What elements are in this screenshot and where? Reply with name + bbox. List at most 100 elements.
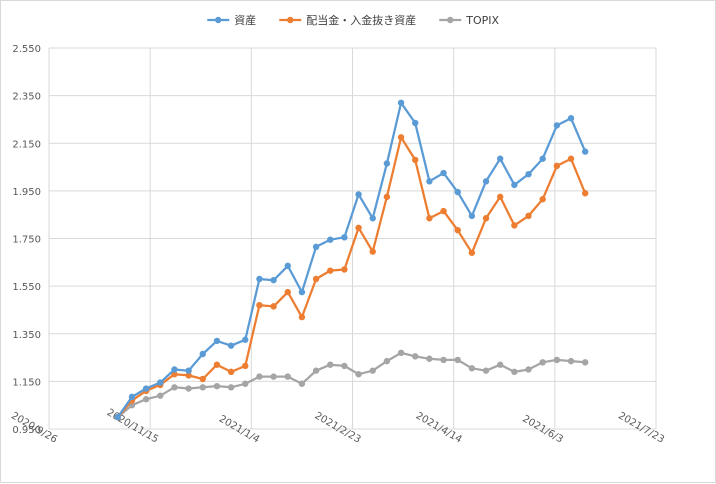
data-point — [497, 193, 504, 201]
data-point — [270, 276, 277, 284]
data-point — [440, 356, 447, 364]
series-layer — [114, 99, 589, 421]
series-line — [116, 136, 587, 418]
data-point — [213, 382, 221, 390]
data-point — [114, 413, 121, 421]
data-point — [199, 375, 206, 383]
data-point — [327, 236, 334, 243]
data-point — [525, 212, 532, 220]
y-tick-label: 2.350 — [12, 92, 41, 103]
data-point — [270, 373, 277, 380]
y-tick-label: 0.950 — [12, 425, 41, 436]
series-2 — [114, 349, 589, 421]
data-point — [284, 288, 291, 296]
data-point — [511, 222, 518, 229]
data-point — [312, 275, 320, 283]
data-point — [468, 365, 476, 372]
y-tick-label: 1.350 — [12, 330, 41, 341]
data-point — [256, 301, 263, 309]
data-point — [256, 373, 263, 380]
series-line — [117, 351, 586, 418]
data-point — [412, 119, 419, 127]
data-point — [397, 99, 405, 106]
data-point — [567, 115, 575, 122]
data-point — [383, 160, 391, 167]
data-point — [171, 371, 178, 378]
data-point — [468, 212, 476, 220]
data-point — [369, 248, 376, 255]
data-point — [539, 155, 546, 162]
data-point — [227, 342, 235, 349]
y-axis-tick-labels: 0.950 1.150 1.350 1.550 1.750 1.950 2.150 2.350… — [12, 44, 41, 436]
data-point — [171, 384, 178, 391]
data-point — [242, 380, 249, 387]
data-point — [312, 243, 320, 251]
series-1 — [114, 134, 589, 421]
legend-marker — [447, 16, 454, 24]
data-point — [242, 362, 249, 370]
legend-label: 資産 — [234, 14, 256, 27]
data-point — [397, 134, 405, 141]
data-point — [185, 372, 192, 379]
data-point — [539, 359, 546, 366]
data-point — [185, 367, 192, 374]
data-point — [142, 385, 150, 392]
y-tick-label: 2.550 — [12, 44, 41, 55]
legend-item: 資産 — [207, 14, 256, 27]
data-point — [567, 357, 575, 365]
data-point — [482, 367, 490, 374]
data-point — [227, 368, 235, 376]
x-tick-label: 2021/7/23 — [616, 410, 666, 445]
data-point — [270, 303, 277, 310]
data-point — [199, 350, 206, 358]
data-point — [440, 169, 447, 177]
data-point — [327, 361, 334, 368]
data-point — [185, 385, 192, 392]
y-tick-label: 2.150 — [12, 139, 41, 150]
data-point — [142, 396, 150, 403]
data-point — [298, 380, 306, 387]
data-point — [497, 361, 504, 368]
data-point — [426, 355, 433, 362]
data-point — [341, 362, 348, 370]
legend-item: TOPIX — [439, 14, 500, 27]
series-line — [116, 101, 587, 418]
data-point — [383, 357, 391, 365]
data-point — [482, 215, 490, 222]
series-0 — [114, 99, 589, 421]
data-point — [412, 353, 419, 360]
data-point — [256, 275, 263, 283]
data-point — [454, 356, 461, 364]
data-point — [171, 366, 178, 373]
data-point — [482, 178, 490, 185]
data-point — [199, 384, 206, 391]
data-point — [355, 371, 362, 378]
data-point — [128, 393, 136, 401]
data-point — [284, 262, 291, 270]
data-point — [581, 148, 589, 155]
data-point — [511, 181, 518, 189]
data-point — [341, 266, 348, 273]
data-point — [440, 207, 447, 215]
data-point — [157, 392, 164, 399]
y-tick-label: 1.950 — [12, 187, 41, 198]
data-point — [341, 234, 348, 241]
y-tick-label: 1.150 — [12, 377, 41, 388]
data-point — [355, 191, 362, 198]
data-point — [397, 349, 405, 356]
data-point — [525, 366, 532, 373]
gridlines — [48, 47, 657, 430]
y-tick-label: 1.750 — [12, 235, 41, 246]
data-point — [426, 215, 433, 222]
data-point — [213, 337, 221, 345]
data-point — [553, 356, 561, 364]
y-tick-label: 1.550 — [12, 282, 41, 293]
x-tick-label: 2020/11/15 — [105, 407, 160, 445]
data-point — [567, 155, 575, 162]
data-point — [369, 215, 376, 222]
legend-marker — [287, 16, 294, 24]
data-point — [157, 379, 164, 386]
legend-item: 配当金・入金抜き資産 — [279, 13, 416, 27]
legend-marker — [215, 16, 222, 24]
